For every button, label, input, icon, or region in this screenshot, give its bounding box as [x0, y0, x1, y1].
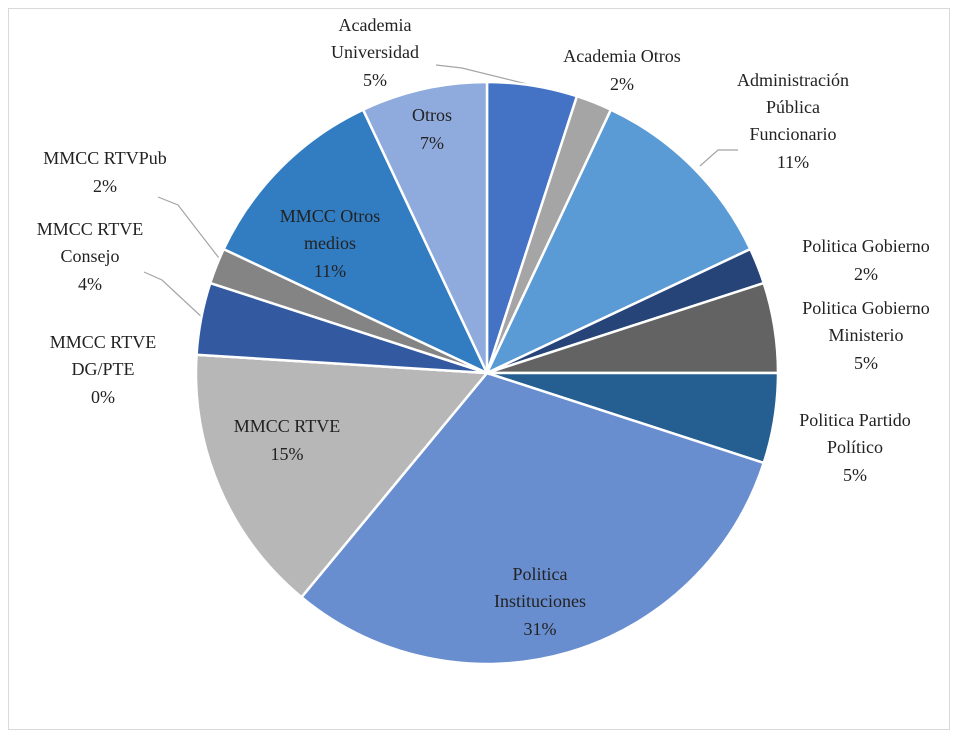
label-line: Academia: [339, 15, 412, 35]
label-line: MMCC RTVE: [50, 332, 156, 352]
value-label: 5%: [854, 353, 878, 373]
label-line: Ministerio: [829, 325, 904, 345]
pie-slice: [484, 108, 752, 376]
value-label: 5%: [363, 70, 387, 90]
label-line: Político: [827, 437, 883, 457]
label-line: Funcionario: [750, 124, 837, 144]
value-label: 0%: [91, 387, 115, 407]
slice-label: Otros: [412, 105, 452, 125]
pie-slice: [361, 80, 489, 374]
slice-label: MMCC RTVE Consejo: [37, 219, 143, 266]
label-line: Pública: [766, 97, 820, 117]
slice-label: MMCC RTVE: [234, 416, 340, 436]
label-line: MMCC RTVE: [234, 416, 340, 436]
label-line: Politica: [513, 564, 568, 584]
slice-label: Academia Otros: [563, 46, 680, 66]
slice-label: MMCC Otros medios: [280, 206, 381, 253]
label-line: Universidad: [331, 42, 419, 62]
label-line: medios: [304, 233, 356, 253]
label-line: MMCC RTVPub: [43, 148, 166, 168]
label-line: Politica Gobierno: [802, 236, 929, 256]
value-label: 7%: [420, 133, 444, 153]
label-line: Otros: [412, 105, 452, 125]
slice-label: MMCC RTVE DG/PTE: [50, 332, 156, 379]
slice-label: MMCC RTVPub: [43, 148, 166, 168]
value-label: 2%: [93, 176, 117, 196]
value-label: 2%: [854, 264, 878, 284]
slice-label: Politica Gobierno Ministerio: [802, 298, 929, 345]
label-line: MMCC RTVE: [37, 219, 143, 239]
value-label: 4%: [78, 274, 102, 294]
label-line: Instituciones: [494, 591, 586, 611]
value-label: 11%: [777, 152, 809, 172]
slice-label: Academia Universidad: [331, 15, 419, 62]
label-line: Consejo: [60, 246, 119, 266]
slice-label: Administración Pública Funcionario: [737, 70, 849, 144]
label-line: Politica Gobierno: [802, 298, 929, 318]
label-line: Academia Otros: [563, 46, 680, 66]
label-line: DG/PTE: [72, 359, 135, 379]
value-label: 11%: [314, 261, 346, 281]
value-label: 2%: [610, 74, 634, 94]
value-label: 15%: [271, 444, 304, 464]
slice-label: Politica Instituciones: [494, 564, 586, 611]
label-line: Administración: [737, 70, 849, 90]
leader-line: [157, 196, 223, 263]
leader-line: [699, 149, 738, 167]
value-label: 31%: [524, 619, 557, 639]
slice-label: Politica Gobierno: [802, 236, 929, 256]
slice-label: Politica Partido Político: [799, 410, 911, 457]
label-line: Politica Partido: [799, 410, 911, 430]
label-line: MMCC Otros: [280, 206, 381, 226]
pie-slice: [194, 353, 490, 599]
pie-slice: [299, 371, 766, 666]
pie-slice: [222, 108, 490, 376]
leader-line: [435, 64, 536, 87]
leader-line: [143, 271, 206, 321]
value-label: 5%: [843, 465, 867, 485]
